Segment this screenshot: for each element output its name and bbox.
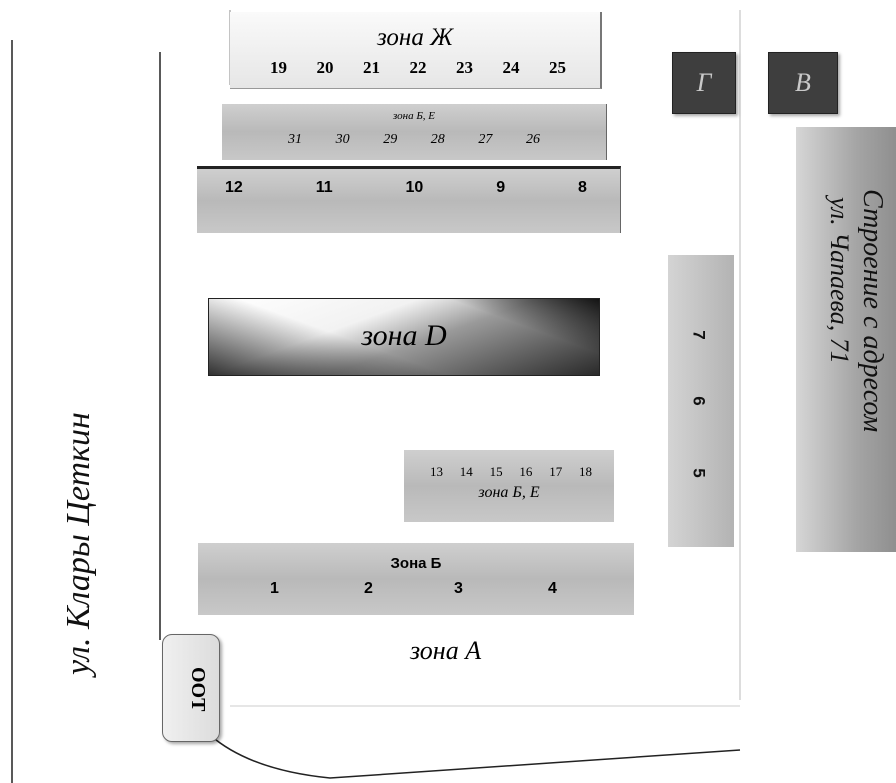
zone-b: Зона Б 1 2 3 4	[198, 543, 634, 615]
zone-d: зона D	[208, 298, 600, 376]
stall-27: 27	[478, 132, 493, 147]
stall-4: 4	[548, 580, 557, 597]
stall-12: 12	[225, 179, 243, 196]
stall-21: 21	[363, 58, 380, 77]
zone-be-mid: 13 14 15 16 17 18 зона Б, Е	[404, 450, 614, 522]
row-12-8: 12 11 10 9 8	[197, 166, 621, 233]
stall-24: 24	[502, 58, 520, 77]
zone-zh-title: зона Ж	[377, 24, 453, 51]
stall-7: 7	[689, 330, 709, 340]
stall-10: 10	[405, 179, 424, 196]
column-7-5: 7 6 5	[668, 255, 734, 547]
square-g: Г	[672, 52, 736, 114]
row-12-8-numbers: 12 11 10 9 8	[225, 179, 587, 197]
stall-19: 19	[270, 58, 287, 77]
stall-13: 13	[430, 464, 443, 479]
stall-8: 8	[578, 179, 587, 196]
stall-11: 11	[315, 179, 333, 196]
building-line2: ул. Чапаева, 71	[825, 197, 854, 364]
zone-be-top: зона Б, Е 31 30 29 28 27 26	[222, 104, 607, 160]
zone-a-title: зона A	[410, 636, 482, 665]
stall-25: 25	[549, 58, 566, 77]
stall-31: 31	[288, 132, 302, 147]
stall-22: 22	[409, 58, 427, 77]
stall-23: 23	[456, 58, 473, 77]
zone-be-mid-title: зона Б, Е	[478, 484, 540, 501]
building-line1: Строение с адресом	[857, 189, 888, 433]
stall-15: 15	[489, 464, 503, 479]
stall-28: 28	[430, 132, 445, 147]
zone-be-top-title: зона Б, Е	[392, 110, 436, 122]
zone-d-title: зона D	[361, 319, 447, 352]
stall-17: 17	[549, 464, 563, 479]
zone-be-mid-numbers: 13 14 15 16 17 18	[430, 464, 592, 480]
street-label-left: ул. Клары Цеткин	[60, 412, 97, 675]
bus-stop: ООТ	[162, 634, 220, 742]
zone-d-shading	[209, 299, 599, 375]
square-g-label: Г	[696, 68, 712, 97]
zone-be-top-numbers: 31 30 29 28 27 26	[288, 132, 540, 148]
bus-stop-label: ООТ	[187, 667, 209, 712]
stall-3: 3	[454, 580, 463, 597]
zone-zh-numbers: 19 20 21 22 23 24 25	[270, 58, 566, 78]
stall-18: 18	[578, 464, 592, 479]
stall-6: 6	[689, 396, 709, 406]
square-v-label: В	[795, 68, 811, 97]
zone-b-title: Зона Б	[390, 555, 442, 572]
stall-16: 16	[519, 464, 533, 479]
stall-14: 14	[459, 464, 473, 479]
building: Строение с адресом ул. Чапаева, 71	[796, 127, 896, 552]
stall-2: 2	[364, 580, 373, 597]
stall-29: 29	[383, 132, 398, 147]
stall-9: 9	[496, 179, 506, 196]
stall-1: 1	[270, 580, 279, 597]
stall-20: 20	[316, 58, 334, 77]
zone-zh: зона Ж 19 20 21 22 23 24 25	[230, 12, 602, 89]
stall-26: 26	[525, 132, 540, 147]
stall-5: 5	[689, 468, 709, 478]
square-v: В	[768, 52, 838, 114]
stall-30: 30	[335, 132, 350, 147]
